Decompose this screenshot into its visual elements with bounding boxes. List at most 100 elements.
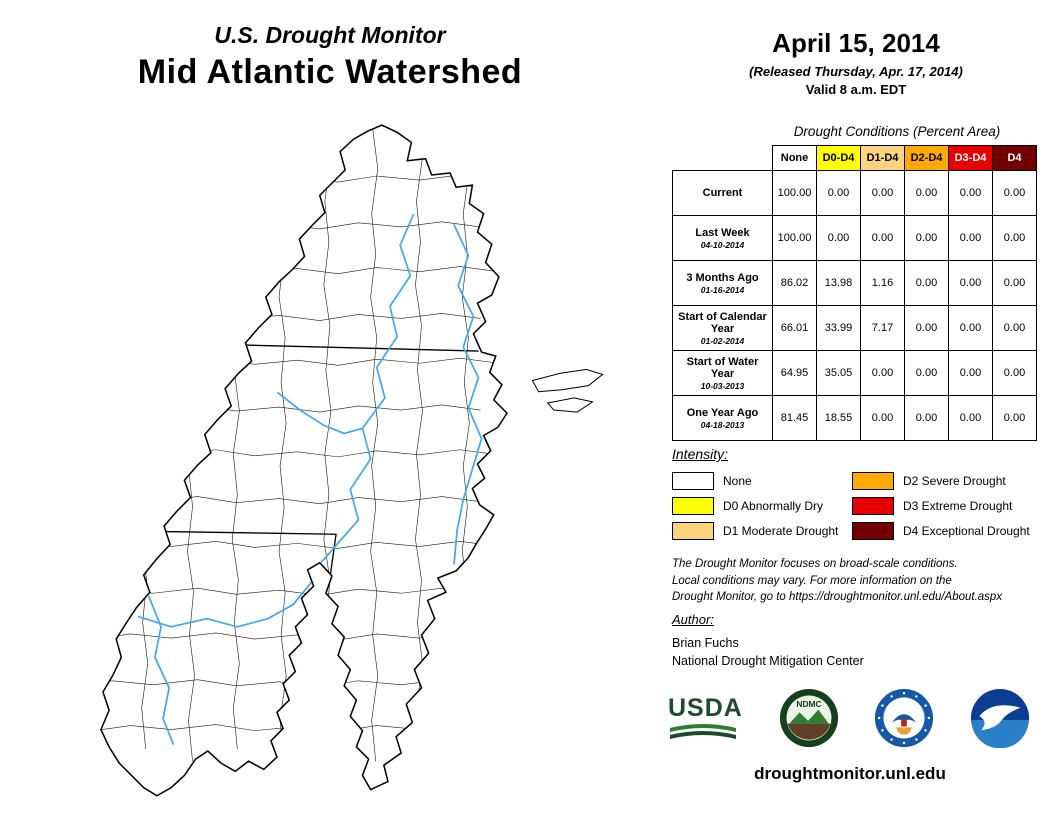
watershed-map — [18, 118, 650, 810]
cell-value: 0.00 — [948, 260, 993, 306]
table-header-row: None D0-D4 D1-D4 D2-D4 D3-D4 D4 — [672, 145, 1037, 171]
row-label-cell: Start of Water Year 10-03-2013 — [672, 350, 773, 396]
ndmc-logo-text: NDMC — [796, 699, 821, 709]
cell-value: 0.00 — [816, 215, 861, 261]
disclaimer-line-2: Local conditions may vary. For more info… — [672, 574, 952, 587]
table-row: One Year Ago 04-18-2013 81.45 18.55 0.00… — [672, 395, 1037, 441]
author-name: Brian Fuchs — [672, 636, 739, 650]
release-date: (Released Thursday, Apr. 17, 2014) — [749, 64, 963, 79]
cell-value: 0.00 — [860, 215, 905, 261]
cell-value: 0.00 — [992, 305, 1037, 351]
disclaimer-text: The Drought Monitor focuses on broad-sca… — [672, 556, 1044, 606]
legend-label: D2 Severe Drought — [903, 473, 1006, 488]
row-date: 10-03-2013 — [700, 380, 745, 391]
cell-value: 0.00 — [904, 350, 949, 396]
drought-conditions-table: None D0-D4 D1-D4 D2-D4 D3-D4 D4 Current … — [672, 145, 1037, 441]
disclaimer-line-1: The Drought Monitor focuses on broad-sca… — [672, 558, 958, 570]
table-corner — [672, 145, 773, 171]
usda-logo-text: USDA — [668, 693, 743, 722]
noaa-logo — [970, 688, 1030, 748]
row-date: 04-10-2014 — [700, 239, 745, 250]
cell-value: 0.00 — [948, 395, 993, 441]
legend-item: D2 Severe Drought — [852, 468, 1030, 493]
table-row: Start of Calendar Year 01-02-2014 66.01 … — [672, 305, 1037, 351]
valid-time: Valid 8 a.m. EDT — [805, 82, 907, 97]
legend-swatch-d3 — [852, 496, 894, 515]
row-label-cell: 3 Months Ago 01-16-2014 — [672, 260, 773, 306]
row-label: 3 Months Ago — [686, 271, 759, 284]
legend-title: Intensity: — [672, 446, 729, 462]
cell-value: 0.00 — [992, 170, 1037, 216]
cell-value: 35.05 — [816, 350, 861, 396]
cell-value: 0.00 — [948, 170, 993, 216]
author-heading: Author: — [672, 612, 714, 627]
table-caption: Drought Conditions (Percent Area) — [793, 124, 1001, 139]
legend-item: D0 Abnormally Dry — [672, 493, 838, 518]
watershed-land — [100, 125, 507, 796]
table-row: Current 100.00 0.00 0.00 0.00 0.00 0.00 — [672, 170, 1037, 216]
table-row: Start of Water Year 10-03-2013 64.95 35.… — [672, 350, 1037, 396]
cell-value: 0.00 — [904, 260, 949, 306]
legend-item: D1 Moderate Drought — [672, 518, 838, 543]
cell-value: 0.00 — [904, 395, 949, 441]
author-block: Author: Brian Fuchs National Drought Mit… — [672, 612, 864, 668]
cell-value: 0.00 — [860, 395, 905, 441]
cell-value: 81.45 — [772, 395, 817, 441]
ndmc-logo: NDMC — [779, 688, 839, 748]
cell-value: 64.95 — [772, 350, 817, 396]
region-title: Mid Atlantic Watershed — [137, 53, 523, 91]
cell-value: 33.99 — [816, 305, 861, 351]
legend-label: D1 Moderate Drought — [723, 523, 839, 538]
legend-swatch-d2 — [852, 471, 894, 490]
coastal-islands — [531, 368, 604, 413]
cell-value: 86.02 — [772, 260, 817, 306]
commerce-seal-logo — [874, 688, 934, 748]
legend-label: D3 Extreme Drought — [903, 498, 1013, 513]
disclaimer-line-3[interactable]: Drought Monitor, go to https://droughtmo… — [672, 591, 1003, 604]
col-d3d4: D3-D4 — [948, 145, 993, 171]
row-label: Start of Water Year — [686, 355, 759, 380]
commerce-seal-icon — [875, 688, 934, 748]
usda-logo: USDA — [668, 693, 743, 741]
cell-value: 0.00 — [948, 305, 993, 351]
cell-value: 7.17 — [860, 305, 905, 351]
cell-value: 1.16 — [860, 260, 905, 306]
legend-item: D4 Exceptional Drought — [852, 518, 1030, 543]
author-organization: National Drought Mitigation Center — [672, 654, 864, 668]
report-series-title: U.S. Drought Monitor — [214, 22, 446, 48]
cell-value: 18.55 — [816, 395, 861, 441]
cell-value: 0.00 — [904, 215, 949, 261]
title-block: U.S. Drought Monitor Mid Atlantic Waters… — [0, 22, 660, 92]
row-date: 01-02-2014 — [700, 335, 745, 346]
col-d0d4: D0-D4 — [816, 145, 861, 171]
row-label-cell: One Year Ago 04-18-2013 — [672, 395, 773, 441]
date-block: April 15, 2014 (Released Thursday, Apr. … — [700, 28, 1012, 97]
legend-swatch-d1 — [672, 521, 714, 540]
cell-value: 13.98 — [816, 260, 861, 306]
col-d2d4: D2-D4 — [904, 145, 949, 171]
row-label: Start of Calendar Year — [678, 310, 767, 335]
cell-value: 100.00 — [772, 215, 817, 261]
rivers — [137, 213, 483, 745]
noaa-logo-icon — [970, 688, 1030, 748]
cell-value: 0.00 — [948, 215, 993, 261]
row-label: Last Week — [695, 226, 750, 239]
cell-value: 0.00 — [992, 215, 1037, 261]
table-row: Last Week 04-10-2014 100.00 0.00 0.00 0.… — [672, 215, 1037, 261]
col-d4: D4 — [992, 145, 1037, 171]
usda-swoosh-icon — [670, 723, 736, 739]
cell-value: 0.00 — [860, 350, 905, 396]
cell-value: 0.00 — [816, 170, 861, 216]
legend-column-right: D2 Severe Drought D3 Extreme Drought D4 … — [852, 468, 1030, 543]
legend-swatch-d0 — [672, 496, 714, 515]
row-label: Current — [702, 186, 743, 199]
cell-value: 100.00 — [772, 170, 817, 216]
row-label-cell: Current — [672, 170, 773, 216]
legend-item: None — [672, 468, 838, 493]
table-row: 3 Months Ago 01-16-2014 86.02 13.98 1.16… — [672, 260, 1037, 306]
cell-value: 0.00 — [904, 170, 949, 216]
legend-label: D4 Exceptional Drought — [903, 523, 1030, 538]
footer-url[interactable]: droughtmonitor.unl.edu — [754, 764, 946, 783]
row-label-cell: Last Week 04-10-2014 — [672, 215, 773, 261]
cell-value: 0.00 — [948, 350, 993, 396]
